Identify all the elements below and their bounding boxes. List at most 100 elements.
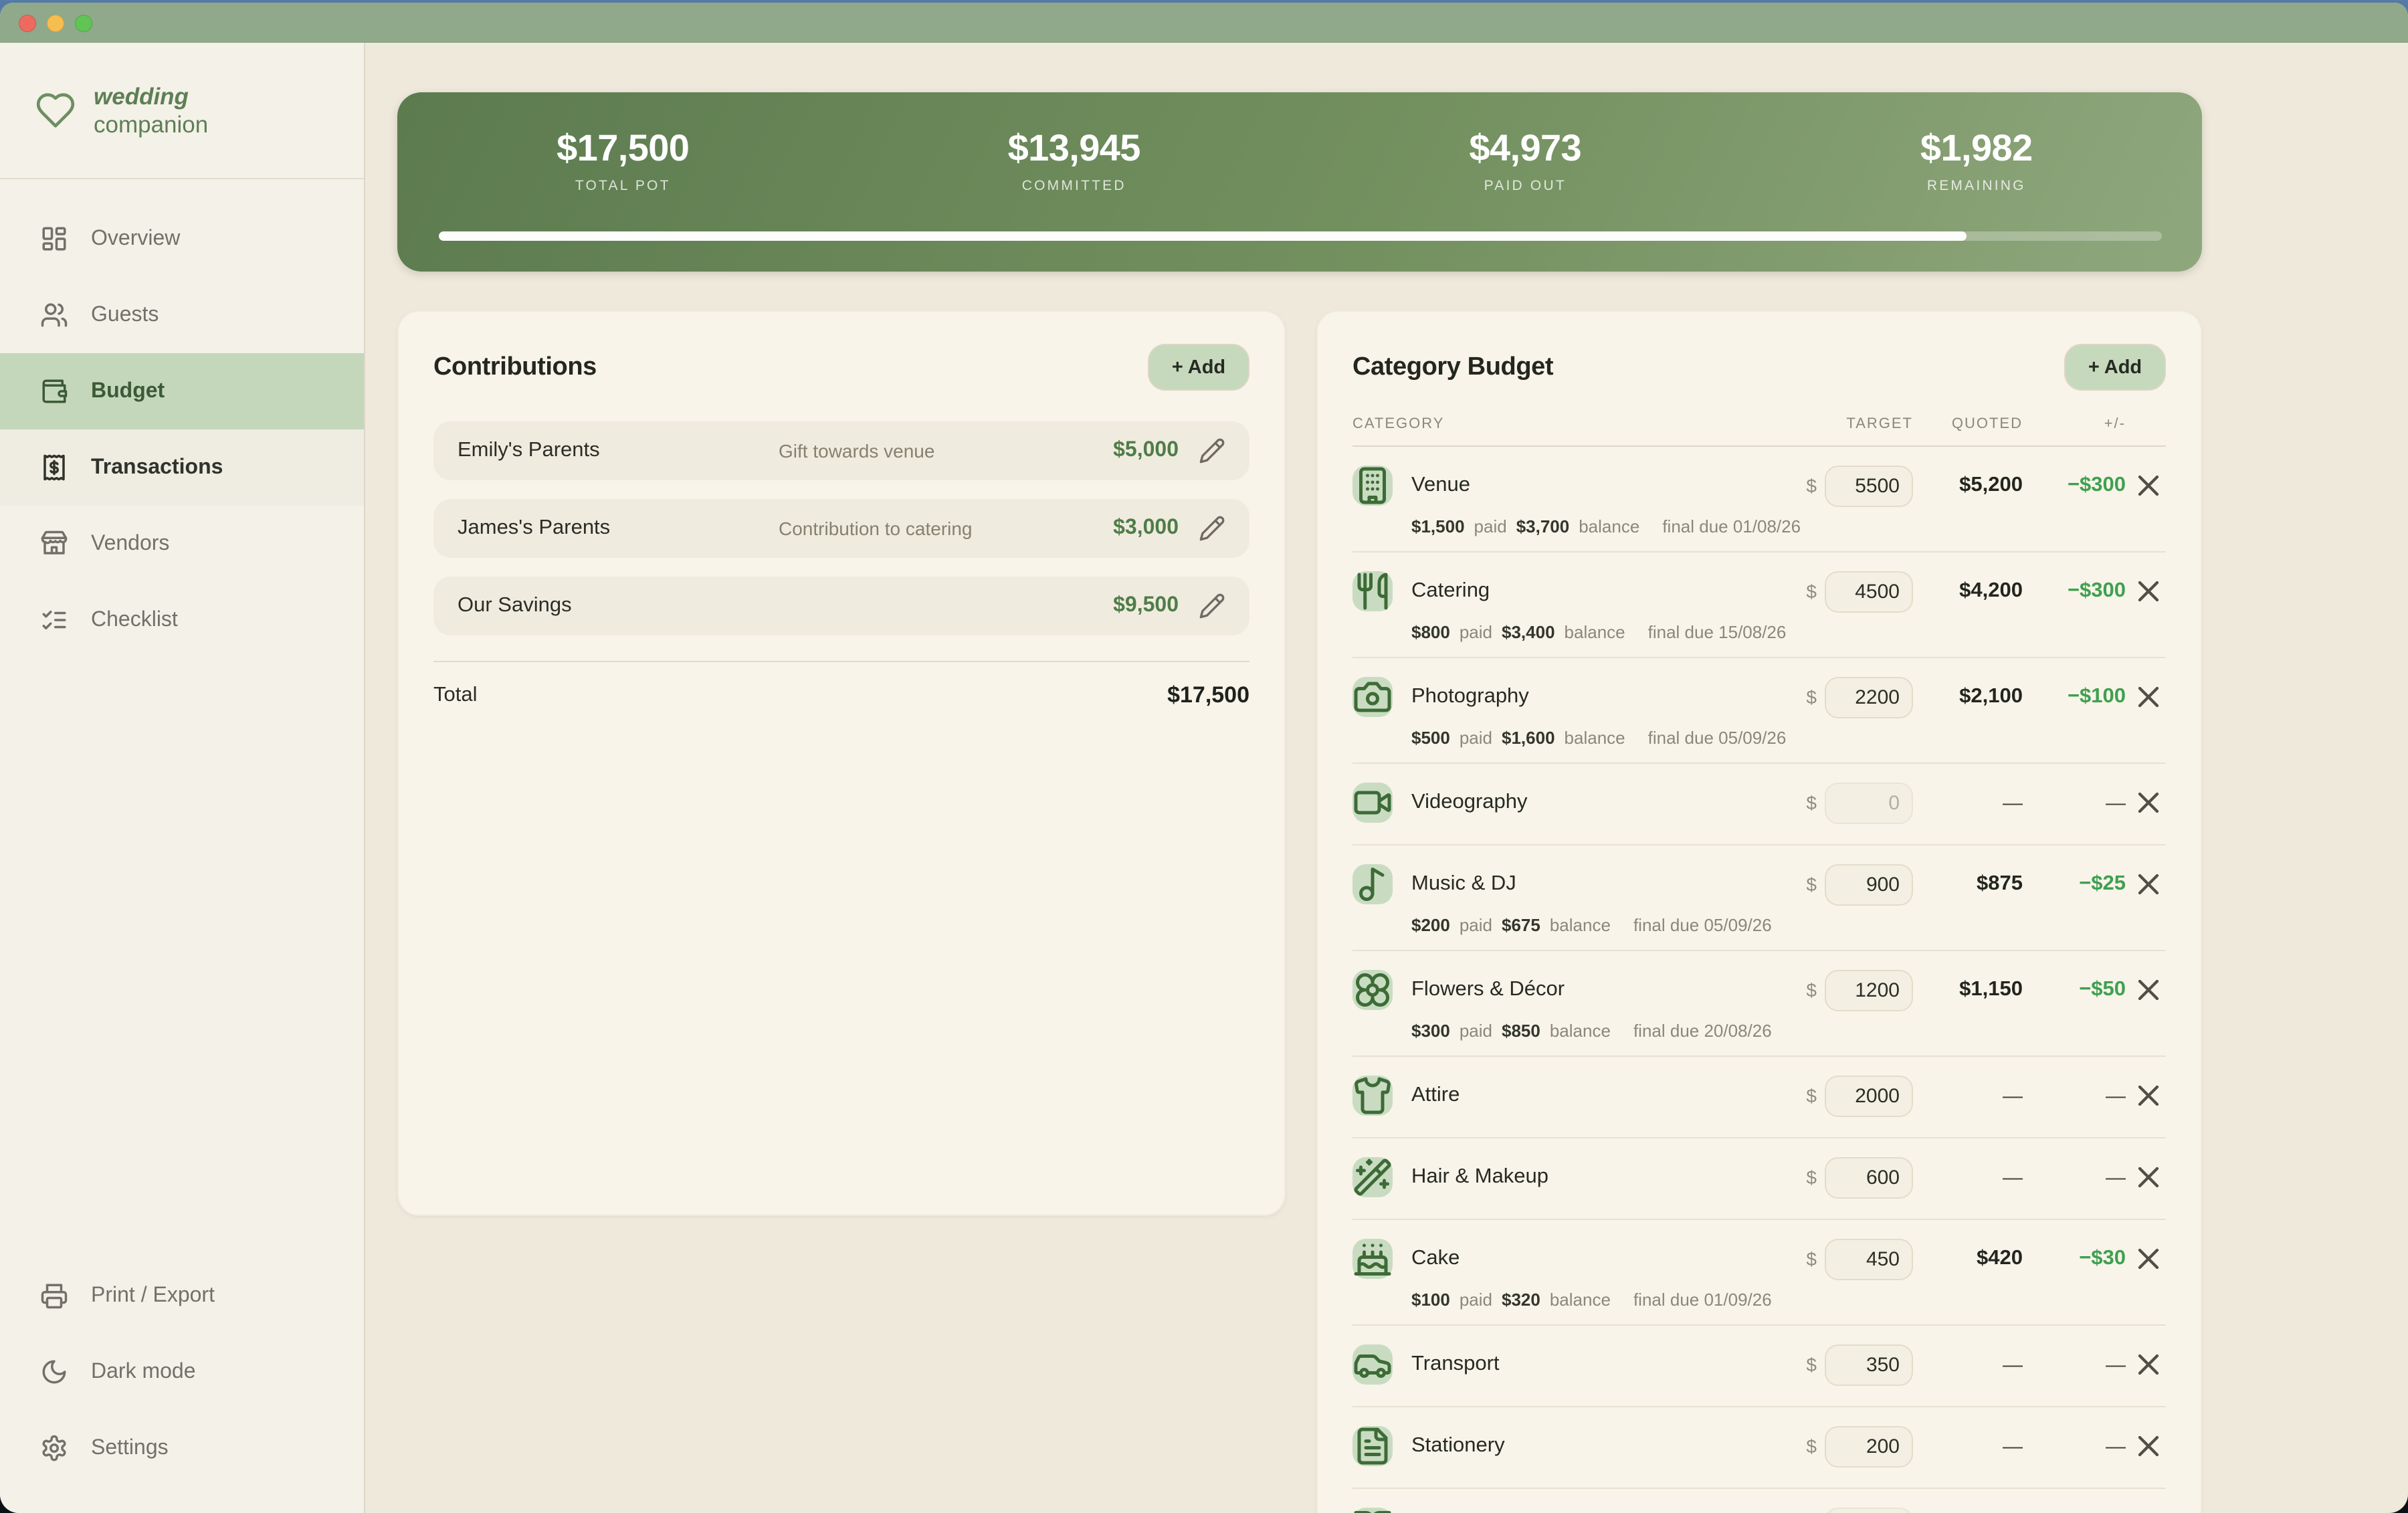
category-row-subline: $100 paid $320 balance final due 01/09/26 xyxy=(1411,1290,2166,1310)
category-row-main: Attire $ — — xyxy=(1352,1066,2166,1125)
remove-category-button[interactable] xyxy=(2131,867,2166,902)
contributions-header: Contributions + Add xyxy=(433,312,1249,391)
edit-icon[interactable] xyxy=(1199,437,1225,464)
target-input[interactable] xyxy=(1825,1238,1913,1280)
diff-value: — xyxy=(2106,1084,2126,1107)
quoted-value: $1,150 xyxy=(1959,978,2023,1001)
diff-value: −$300 xyxy=(2067,474,2126,496)
final-due: final due 01/09/26 xyxy=(1633,1290,1772,1310)
zoom-button[interactable] xyxy=(75,14,92,31)
add-contribution-button[interactable]: + Add xyxy=(1148,344,1249,391)
sidebar-item-label: Dark mode xyxy=(91,1360,196,1383)
sidebar-item-guests[interactable]: Guests xyxy=(0,277,364,353)
remove-category-button[interactable] xyxy=(2131,680,2166,714)
sidebar-item-dark-mode[interactable]: Dark mode xyxy=(0,1334,364,1410)
remove-category-button[interactable] xyxy=(2131,468,2166,503)
final-due: final due 15/08/26 xyxy=(1647,622,1787,642)
users-icon xyxy=(40,301,68,329)
paid-amount: $300 xyxy=(1411,1021,1450,1041)
category-name: Cake xyxy=(1411,1247,1460,1270)
app-logo: wedding companion xyxy=(0,43,364,179)
balance-amount: $3,400 xyxy=(1502,622,1555,642)
paid-label: paid xyxy=(1459,622,1492,642)
target-input[interactable] xyxy=(1825,782,1913,823)
balance-amount: $320 xyxy=(1502,1290,1540,1310)
target-input[interactable] xyxy=(1825,1344,1913,1385)
remove-category-button[interactable] xyxy=(2131,973,2166,1007)
remove-category-button[interactable] xyxy=(2131,1429,2166,1464)
contributions-total-row: Total $17,500 xyxy=(433,661,1249,709)
diff-value: −$300 xyxy=(2067,579,2126,602)
target-input[interactable] xyxy=(1825,864,1913,905)
target-input[interactable] xyxy=(1825,969,1913,1011)
target-input[interactable] xyxy=(1825,571,1913,612)
balance-label: balance xyxy=(1579,516,1640,536)
remove-category-button[interactable] xyxy=(2131,574,2166,609)
category-name: Stationery xyxy=(1411,1434,1505,1457)
remove-category-button[interactable] xyxy=(2131,1510,2166,1513)
category-row-main: Transport $ — — xyxy=(1352,1335,2166,1394)
minimize-button[interactable] xyxy=(47,14,64,31)
flower-icon xyxy=(1352,970,1393,1010)
sidebar-item-vendors[interactable]: Vendors xyxy=(0,506,364,582)
contribution-row: James's Parents Contribution to catering… xyxy=(433,499,1249,558)
app-window: wedding companion Overview Guests xyxy=(0,3,2408,1513)
balance-label: balance xyxy=(1549,915,1611,935)
sidebar-item-print-export[interactable]: Print / Export xyxy=(0,1257,364,1334)
remove-category-button[interactable] xyxy=(2131,1347,2166,1382)
paid-label: paid xyxy=(1459,1021,1492,1041)
column-target: TARGET xyxy=(1846,416,1913,432)
category-row-main: Videography $ — — xyxy=(1352,773,2166,832)
currency-prefix: $ xyxy=(1806,1248,1817,1270)
category-row: Venue $ $5,200 −$300 $1,500 paid $3,700 ba… xyxy=(1352,447,2166,552)
car-icon xyxy=(1352,1344,1393,1385)
paid-amount: $100 xyxy=(1411,1290,1450,1310)
sidebar-footer-nav: Print / Export Dark mode Settings xyxy=(0,1257,364,1513)
diff-value: −$30 xyxy=(2079,1247,2126,1270)
sidebar-item-settings[interactable]: Settings xyxy=(0,1410,364,1486)
remove-category-button[interactable] xyxy=(2131,785,2166,820)
remove-category-button[interactable] xyxy=(2131,1078,2166,1113)
summary-stats: $17,500 TOTAL POT $13,945 COMMITTED $4,9… xyxy=(397,92,2202,195)
column-quoted: QUOTED xyxy=(1951,416,2023,432)
quoted-value: — xyxy=(2003,1084,2023,1107)
file-icon xyxy=(1352,1426,1393,1466)
stat-value: $1,982 xyxy=(1920,127,2033,169)
stat-label: TOTAL POT xyxy=(575,178,671,195)
sidebar-item-checklist[interactable]: Checklist xyxy=(0,582,364,658)
contribution-amount: $9,500 xyxy=(1113,594,1179,617)
sidebar-item-transactions[interactable]: Transactions xyxy=(0,429,364,506)
sidebar-item-budget[interactable]: Budget xyxy=(0,353,364,429)
target-input[interactable] xyxy=(1825,676,1913,718)
target-input[interactable] xyxy=(1825,1156,1913,1198)
target-input[interactable] xyxy=(1825,465,1913,506)
category-row: Stationery $ — — xyxy=(1352,1407,2166,1489)
panels-row: Contributions + Add Emily's Parents Gift… xyxy=(397,310,2202,1513)
edit-icon[interactable] xyxy=(1199,515,1225,542)
sidebar-item-label: Budget xyxy=(91,379,165,402)
book-icon xyxy=(1352,1508,1393,1513)
category-name: Attire xyxy=(1411,1084,1460,1106)
sidebar-item-label: Vendors xyxy=(91,532,170,554)
diff-value: — xyxy=(2106,1435,2126,1457)
remove-category-button[interactable] xyxy=(2131,1160,2166,1195)
close-button[interactable] xyxy=(19,14,36,31)
contribution-row: Emily's Parents Gift towards venue $5,00… xyxy=(433,421,1249,480)
stat-label: COMMITTED xyxy=(1021,178,1126,195)
sidebar-item-overview[interactable]: Overview xyxy=(0,201,364,277)
stat-remaining: $1,982 REMAINING xyxy=(1751,128,2203,195)
remove-category-button[interactable] xyxy=(2131,1241,2166,1276)
target-input[interactable] xyxy=(1825,1425,1913,1467)
shirt-icon xyxy=(1352,1076,1393,1116)
currency-prefix: $ xyxy=(1806,874,1817,895)
edit-icon[interactable] xyxy=(1199,593,1225,619)
checklist-icon xyxy=(40,606,68,634)
app-body: wedding companion Overview Guests xyxy=(0,43,2408,1513)
contributor-name: Emily's Parents xyxy=(458,439,600,462)
target-input[interactable] xyxy=(1825,1507,1913,1513)
diff-value: — xyxy=(2106,791,2126,814)
category-row-main: Photography $ $2,100 −$100 xyxy=(1352,668,2166,726)
target-input[interactable] xyxy=(1825,1075,1913,1116)
add-category-button[interactable]: + Add xyxy=(2064,344,2166,391)
